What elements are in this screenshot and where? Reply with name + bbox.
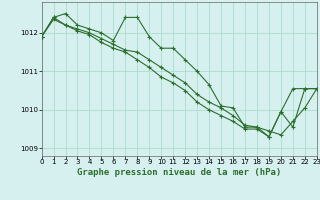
X-axis label: Graphe pression niveau de la mer (hPa): Graphe pression niveau de la mer (hPa)	[77, 168, 281, 177]
